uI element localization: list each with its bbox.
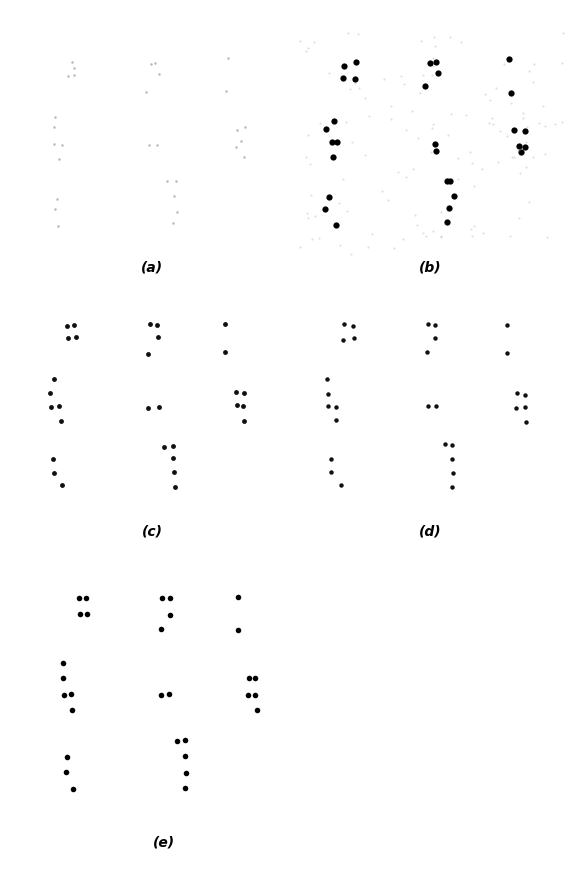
Text: (b): (b) <box>419 260 442 274</box>
Text: (e): (e) <box>153 835 175 849</box>
Text: (d): (d) <box>419 525 442 539</box>
Text: (a): (a) <box>141 260 163 274</box>
Text: (c): (c) <box>142 525 162 539</box>
